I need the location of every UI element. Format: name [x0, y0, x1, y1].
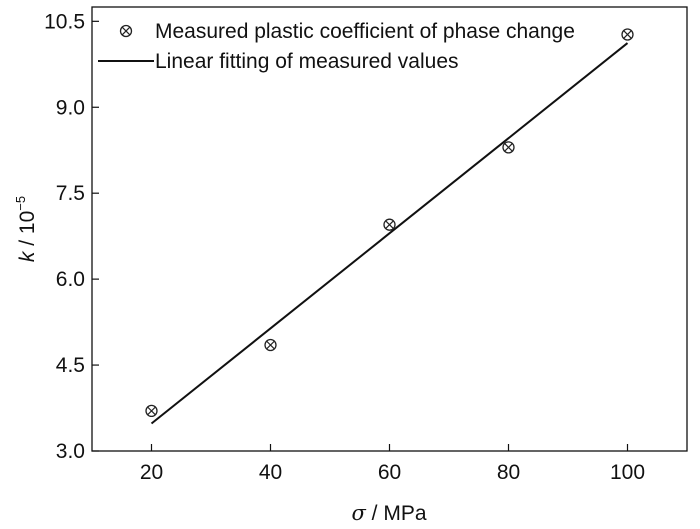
legend-label-fit: Linear fitting of measured values [155, 50, 459, 73]
x-tick-label: 40 [259, 461, 282, 484]
x-tick-label: 80 [497, 461, 520, 484]
x-axis-label: σ / MPa [351, 501, 426, 525]
y-axis-ticks: 3.0 4.5 6.0 7.5 9.0 10.5 [44, 10, 99, 463]
y-axis-label: k / 10−5 [13, 196, 39, 262]
y-tick-label: 9.0 [56, 96, 85, 119]
data-point-marker [383, 218, 396, 231]
y-axis-symbol: k [16, 250, 39, 262]
x-axis-ticks: 20 40 60 80 100 [140, 444, 645, 484]
y-tick-label: 6.0 [56, 268, 85, 291]
legend-marker-scatter [119, 24, 133, 38]
data-point-marker [621, 28, 634, 41]
legend: Measured plastic coefficient of phase ch… [98, 20, 575, 73]
y-tick-label: 4.5 [56, 354, 85, 377]
x-tick-label: 20 [140, 461, 163, 484]
x-axis-unit: / MPa [366, 502, 427, 525]
y-tick-label: 3.0 [56, 440, 85, 463]
x-axis-symbol: σ [351, 501, 366, 525]
x-tick-label: 100 [610, 461, 645, 484]
fit-line [150, 42, 629, 425]
data-point-marker [264, 338, 277, 352]
data-point-marker [145, 404, 158, 418]
y-axis-exponent: −5 [13, 196, 28, 211]
legend-label-scatter: Measured plastic coefficient of phase ch… [155, 20, 575, 43]
y-axis-unit: / 10 [16, 211, 39, 252]
x-tick-label: 60 [378, 461, 401, 484]
y-tick-label: 7.5 [56, 182, 85, 205]
series-layer [145, 28, 634, 425]
y-tick-label: 10.5 [44, 10, 85, 33]
data-point-marker [502, 141, 515, 154]
